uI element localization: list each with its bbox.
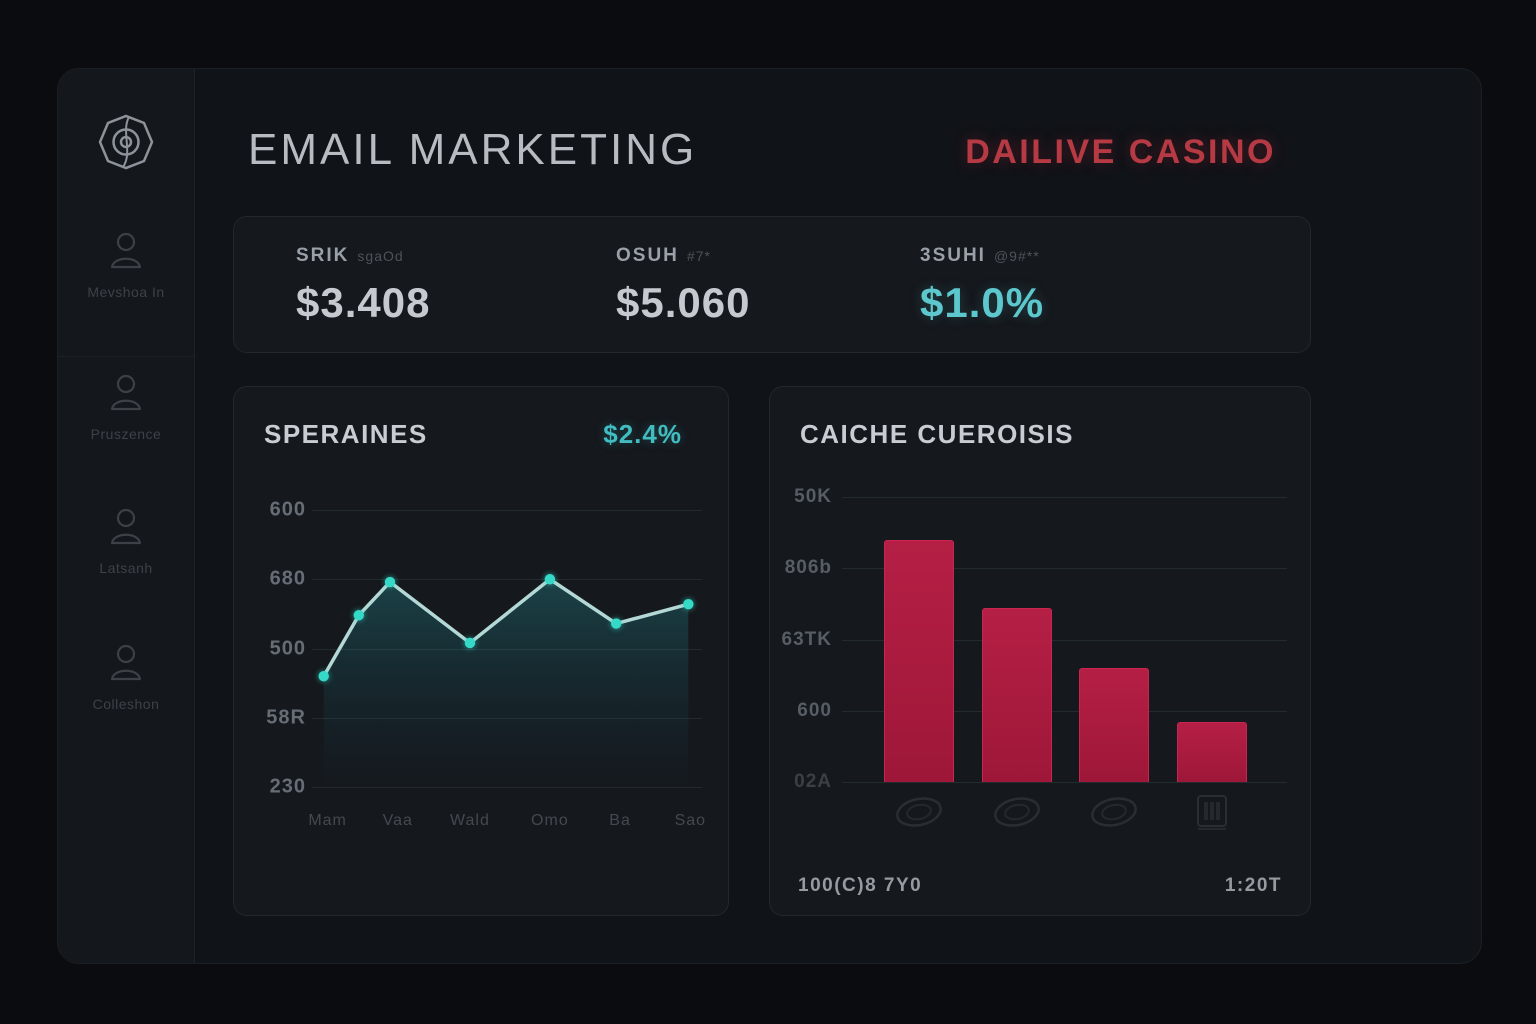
line-chart-title: SPERAINES <box>264 419 428 449</box>
x-tick-label: Ba <box>609 812 631 829</box>
sidebar-item-3[interactable]: Latsanh <box>58 505 194 576</box>
bar-y-axis: 50K 806b 63TK 600 02A <box>780 486 832 792</box>
gridline <box>842 782 1287 783</box>
sidebar-item-label: Mevshoa In <box>87 284 165 300</box>
swirl-logo-icon <box>892 792 946 837</box>
y-tick-label: 50K <box>794 486 832 507</box>
bar <box>1177 722 1248 782</box>
gridline <box>312 717 702 719</box>
line-x-axis: Mam Vaa Wald Omo Ba Sao <box>308 812 705 836</box>
bar-category-icons <box>842 792 1287 844</box>
stat-label-suffix: @9#** <box>993 248 1040 264</box>
y-tick-label: 58R <box>266 706 306 729</box>
stats-card: SRIK sgaOd $3.408 OSUH #7* $5.060 3SUHI @9#… <box>233 216 1311 353</box>
gridline <box>312 579 702 581</box>
bar <box>981 608 1052 782</box>
line-plot <box>312 510 702 788</box>
bar <box>1079 668 1150 782</box>
bar-footer-left: 100(C)8 7Y0 <box>798 875 923 896</box>
bar <box>883 539 954 782</box>
dashboard-panel: Mevshoa In Pruszence Latsanh Colleshon <box>57 68 1482 964</box>
sidebar-item-4[interactable]: Colleshon <box>58 641 194 712</box>
line-series <box>318 574 694 787</box>
x-tick-label: Vaa <box>382 812 413 829</box>
gridline <box>842 710 1287 712</box>
stat-label-suffix: sgaOd <box>357 248 404 264</box>
y-tick-label: 600 <box>797 699 832 721</box>
stat-value: $5.060 <box>616 279 751 326</box>
gridline <box>842 568 1287 570</box>
stat-label-suffix: #7* <box>686 248 711 264</box>
page-title: EMAIL MARKETING <box>248 125 698 174</box>
x-tick-label: Wald <box>450 812 490 829</box>
gridline <box>312 787 702 788</box>
y-tick-label: 02A <box>794 771 832 792</box>
user-icon <box>110 232 142 269</box>
stat-value: $1.0% <box>920 279 1045 326</box>
grid-logo-icon <box>1190 792 1234 837</box>
stat-label: SRIK sgaOd <box>296 245 404 266</box>
swirl-logo-icon <box>1087 792 1141 837</box>
stat-label: 3SUHI @9#** <box>920 245 1040 266</box>
gridline <box>842 639 1287 641</box>
sidebar-item-label: Colleshon <box>92 696 160 712</box>
user-icon <box>110 644 142 681</box>
stat-label: OSUH #7* <box>616 245 711 266</box>
y-tick-label: 600 <box>269 498 306 521</box>
sidebar-item-1[interactable]: Mevshoa In <box>58 229 194 300</box>
user-icon <box>110 508 142 545</box>
sidebar-item-2[interactable]: Pruszence <box>58 371 194 442</box>
gridline <box>842 497 1287 498</box>
bar-chart-title: CAICHE CUEROISIS <box>800 419 1074 449</box>
y-tick-label: 806b <box>784 557 832 579</box>
sidebar: Mevshoa In Pruszence Latsanh Colleshon <box>58 69 195 963</box>
swirl-logo-icon <box>990 792 1044 837</box>
x-tick-label: Sao <box>674 812 707 829</box>
sidebar-item-label: Pruszence <box>90 426 162 442</box>
line-chart-badge: $2.4% <box>603 419 682 449</box>
y-tick-label: 230 <box>269 775 306 798</box>
line-chart-card: SPERAINES $2.4% 600 680 500 58R 230 Mam Vaa Wa… <box>233 386 729 916</box>
y-tick-label: 680 <box>269 567 306 590</box>
x-tick-label: Mam <box>308 812 347 829</box>
y-tick-label: 63TK <box>781 628 832 650</box>
bar-footer-right: 1:20T <box>1224 875 1282 896</box>
app-logo-icon[interactable] <box>95 111 157 178</box>
gridline <box>312 648 702 650</box>
line-y-axis: 600 680 500 58R 230 <box>254 499 306 798</box>
sidebar-item-label: Latsanh <box>99 560 153 576</box>
stat-value: $3.408 <box>296 279 431 326</box>
bar-chart-card: CAICHE CUEROISIS 50K 806b 63TK 600 02A 100(C… <box>769 386 1311 916</box>
bar-plot <box>842 497 1287 783</box>
sidebar-divider <box>58 356 194 357</box>
user-icon <box>110 374 142 411</box>
x-tick-label: Omo <box>531 812 569 829</box>
gridline <box>312 510 702 511</box>
brand-label: DAILIVE CASINO <box>965 133 1276 171</box>
y-tick-label: 500 <box>269 637 306 659</box>
